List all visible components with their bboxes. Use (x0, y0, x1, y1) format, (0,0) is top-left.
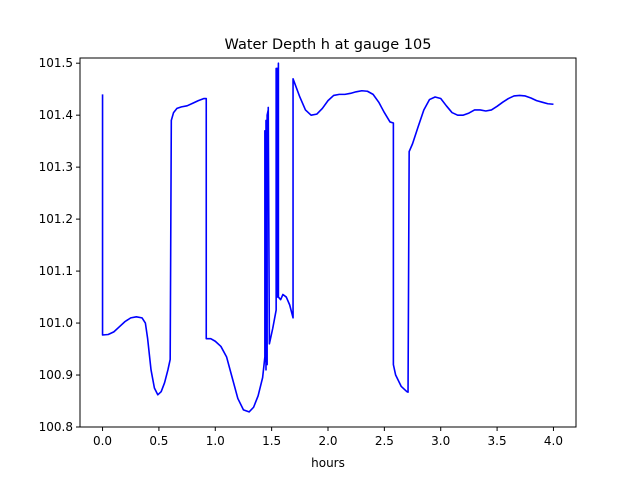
y-tick-label: 101.3 (39, 160, 73, 174)
x-tick-label: 2.5 (375, 434, 394, 448)
x-tick-label: 4.0 (544, 434, 563, 448)
x-tick-label: 1.5 (262, 434, 281, 448)
x-tick-label: 0.0 (93, 434, 112, 448)
x-tick-label: 1.0 (206, 434, 225, 448)
x-axis-label: hours (311, 456, 345, 470)
x-tick-label: 2.0 (318, 434, 337, 448)
y-tick-label: 100.9 (39, 368, 73, 382)
y-tick-label: 101.5 (39, 56, 73, 70)
y-tick-label: 101.0 (39, 316, 73, 330)
x-tick-label: 0.5 (149, 434, 168, 448)
x-axis: 0.0 0.5 1.0 1.5 2.0 2.5 3.0 3.5 4.0 (93, 427, 563, 448)
series-line (101, 62, 554, 413)
y-axis: 100.8 100.9 101.0 101.1 101.2 101.3 101.4 101.5 (39, 56, 80, 434)
x-tick-label: 3.0 (431, 434, 450, 448)
y-tick-label: 101.2 (39, 212, 73, 226)
plot-frame (79, 57, 577, 428)
y-tick-label: 101.1 (39, 264, 73, 278)
x-tick-label: 3.5 (488, 434, 507, 448)
y-tick-label: 100.8 (39, 420, 73, 434)
y-tick-label: 101.4 (39, 108, 73, 122)
plot-area (101, 62, 554, 413)
chart-title: Water Depth h at gauge 105 (225, 37, 432, 53)
